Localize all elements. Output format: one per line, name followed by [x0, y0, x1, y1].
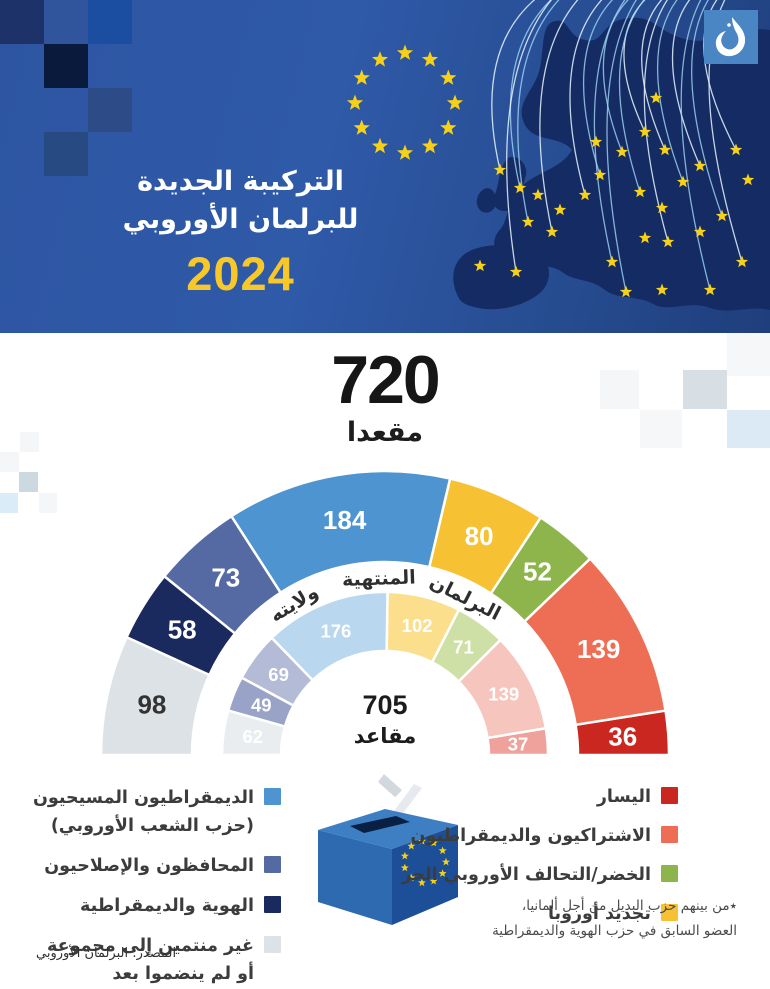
legend-item: الهوية والديمقراطية: [33, 892, 281, 920]
segment-value-label: 62: [242, 726, 263, 747]
eu-flag-stars-circle: [346, 44, 464, 160]
legend-item: غير منتمين إلى مجموعة أو لم ينضموا بعد: [33, 932, 281, 988]
deco-square: [727, 333, 770, 376]
legend-swatch: [264, 896, 281, 913]
old-parliament-total: 705: [362, 690, 407, 720]
old-parliament-total-unit: مقاعد: [354, 724, 416, 748]
deco-square: [727, 410, 770, 448]
legend-label: المحافظون والإصلاحيون: [44, 856, 254, 876]
segment-غير منتمين إلى مجموعة أو لم ينضموا بعد: [99, 635, 211, 757]
ring-new-parliament-2024: 36 139 52 80 184 73 58 98: [99, 469, 671, 757]
legend-swatch: [661, 826, 678, 843]
ballot-flight-arcs: [491, 0, 743, 293]
legend-item: الاشتراكيون والديمقراطيون: [402, 822, 678, 850]
aljazeera-flame-icon: [715, 17, 746, 57]
legend-item: الخضر/التحالف الأوروبي الحر: [402, 861, 678, 889]
deco-square: [19, 472, 38, 492]
segment-value-label: 184: [323, 505, 367, 535]
page-title: التركيبة الجديدة للبرلمان الأوروبي: [88, 163, 393, 239]
source-credit: المصدر: البرلمان الأوروبي: [36, 946, 177, 961]
legend-item: الديمقراطيون المسيحيون (حزب الشعب الأوروب…: [33, 784, 281, 840]
legend-label: الديمقراطيون المسيحيون (حزب الشعب الأوروب…: [32, 788, 254, 836]
segment-value-label: 49: [251, 694, 272, 715]
page-title-line2: للبرلمان الأوروبي: [122, 204, 359, 235]
legend-swatch: [661, 904, 678, 921]
deco-square: [600, 370, 639, 409]
aljazeera-logo: [704, 10, 758, 64]
page-title-line1: التركيبة الجديدة: [137, 166, 344, 197]
segment-value-label: 52: [523, 557, 552, 587]
segment-value-label: 58: [168, 615, 197, 645]
deco-square: [20, 432, 39, 452]
segment-غير منتمين إلى مجموعة: [220, 709, 287, 757]
segment-value-label: 102: [402, 615, 433, 636]
eu-stars-on-ballot-box: [400, 837, 450, 887]
pixel-mosaic-decoration: [0, 0, 132, 176]
segment-value-label: 71: [453, 636, 474, 657]
new-parliament-total: 720: [331, 342, 440, 418]
segment-value-label: 73: [211, 563, 240, 593]
legend-item: المحافظون والإصلاحيون: [33, 852, 281, 880]
ring-title-word: المنتهية: [342, 566, 416, 591]
segment-value-label: 69: [268, 664, 289, 685]
segment-value-label: 98: [137, 689, 166, 719]
segment-value-label: 139: [577, 634, 620, 664]
legend-swatch: [264, 788, 281, 805]
deco-square: [640, 410, 682, 448]
legend-label: غير منتمين إلى مجموعة أو لم ينضموا بعد: [46, 936, 254, 984]
segment-value-label: 139: [488, 683, 519, 704]
deco-square: [0, 493, 18, 513]
legend-swatch: [661, 865, 678, 882]
legend-item: تجديد أوروبا: [402, 900, 678, 928]
ballot-box-illustration: [318, 760, 458, 925]
header-banner: التركيبة الجديدة للبرلمان الأوروبي 2024: [0, 0, 770, 333]
header-graphic: [0, 0, 770, 311]
legend-swatch: [264, 856, 281, 873]
legend-label: الهوية والديمقراطية: [80, 896, 254, 916]
map-country-stars: [473, 91, 755, 298]
legend-label: تجديد أوروبا: [547, 904, 651, 924]
segment-value-label: 176: [320, 620, 351, 641]
deco-square: [0, 452, 19, 472]
new-parliament-total-unit: مقعدا: [346, 417, 424, 448]
footnote: ٭من بينهم حزب البديل من أجل ألمانيا، الع…: [407, 894, 737, 944]
legend-swatch: [264, 936, 281, 953]
legend-label: اليسار: [596, 787, 651, 807]
deco-square: [683, 370, 727, 409]
legend-left-column: الديمقراطيون المسيحيون (حزب الشعب الأوروب…: [33, 784, 281, 988]
legend-right-column: اليسار الاشتراكيون والديمقراطيون الخضر/الت…: [402, 783, 678, 928]
parliament-hemicycle-chart: 3613952801847358983713971102176694962الب…: [99, 469, 671, 757]
legend-item: اليسار: [402, 783, 678, 811]
legend-swatch: [661, 787, 678, 804]
year-label: 2024: [186, 247, 295, 300]
ring-outgoing-parliament: 37 139 71 102 176 69 49 62: [220, 590, 550, 757]
footnote-line1: ٭من بينهم حزب البديل من أجل ألمانيا،: [521, 898, 737, 914]
segment-value-label: 36: [608, 721, 637, 751]
legend-label: الاشتراكيون والديمقراطيون: [410, 826, 651, 846]
footnote-line2: العضو السابق في حزب الهوية والديمقراطية: [492, 923, 737, 939]
segment-value-label: 80: [465, 521, 494, 551]
legend-label: الخضر/التحالف الأوروبي الحر: [401, 865, 651, 885]
deco-square: [39, 493, 57, 513]
segment-value-label: 37: [508, 733, 529, 754]
